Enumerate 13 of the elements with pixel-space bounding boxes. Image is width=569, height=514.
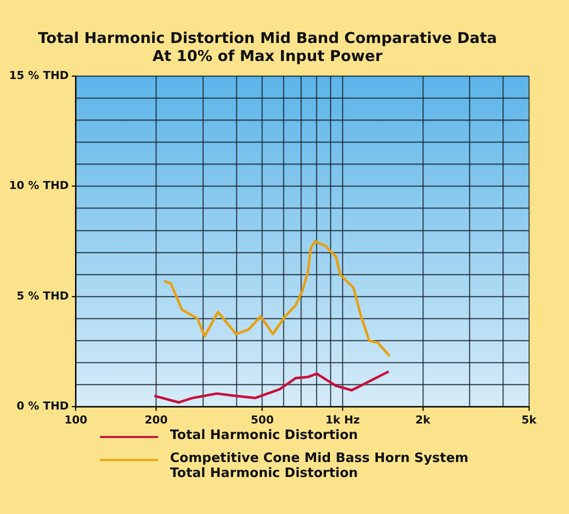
legend-label: Total Harmonic Distortion [170,428,358,443]
x-tick-label: 200 [144,413,168,426]
x-tick-label: 5k [522,413,538,426]
y-tick-label: 10 % THD [8,179,69,192]
y-tick-label: 0 % THD [16,400,69,413]
legend-label: Competitive Cone Mid Bass Horn System Total Harmonic Distortion [170,451,470,481]
x-tick-label: 1k Hz [325,413,360,426]
chart-title: Total Harmonic Distortion Mid Band Comparative Data At 10% of Max Input Power [38,28,497,65]
x-tick-label: 100 [64,413,88,426]
y-tick-label: 15 % THD [8,68,69,82]
x-tick-label: 2k [415,413,432,426]
y-tick-label: 5 % THD [16,289,69,302]
x-tick-label: 500 [250,413,274,426]
